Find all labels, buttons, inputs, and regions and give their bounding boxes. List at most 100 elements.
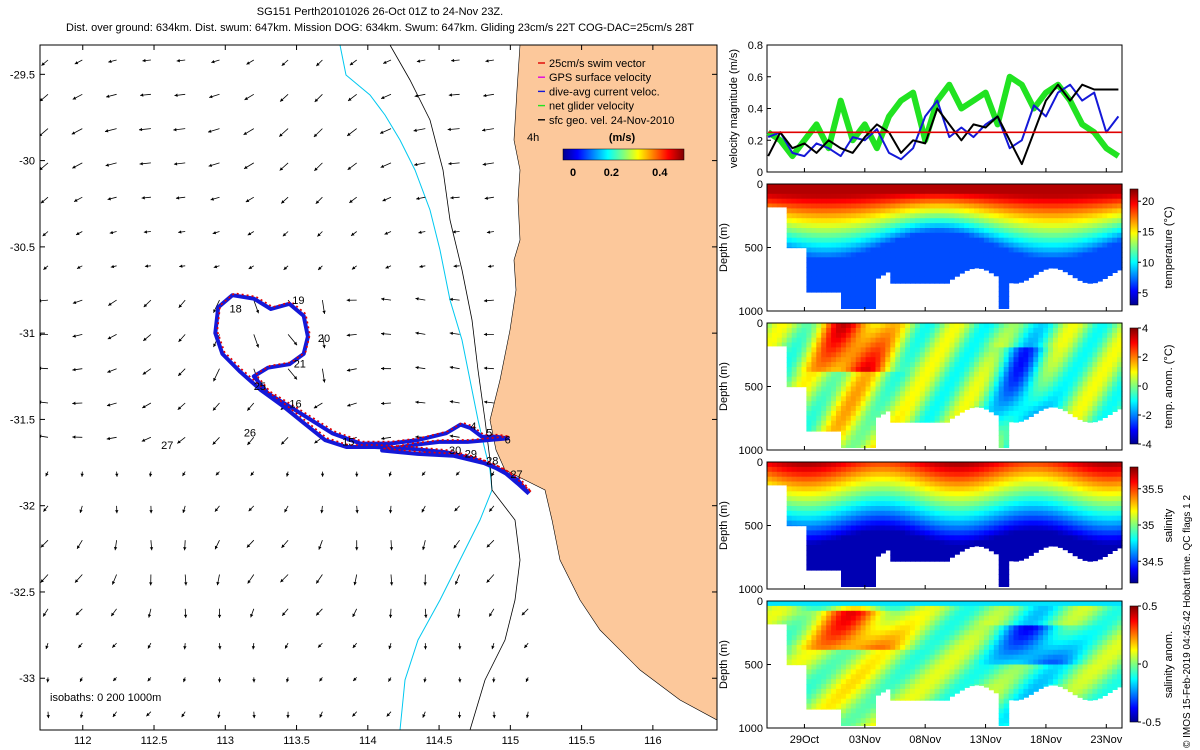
heatmap-cell (796, 506, 803, 512)
heatmap-cell (979, 462, 985, 468)
heatmap-cell (1038, 510, 1044, 517)
heatmap-cell (1107, 193, 1113, 200)
heatmap-cell (944, 247, 950, 253)
velocity-arrowhead (141, 196, 145, 200)
heatmap-cell (905, 223, 911, 229)
heatmap-cell (821, 396, 827, 402)
heatmap-cell (1072, 525, 1079, 531)
heatmap-cell (1077, 347, 1084, 353)
heatmap-cell (919, 276, 926, 283)
heatmap-cell (831, 362, 837, 368)
heatmap-cell (895, 327, 901, 334)
velocity-arrowhead (40, 199, 45, 204)
heatmap-cell (954, 362, 960, 368)
heatmap-cell (826, 198, 832, 205)
heatmap-cell (998, 559, 1005, 566)
heatmap-cell (1013, 267, 1019, 273)
heatmap-cell (939, 198, 946, 205)
heatmap-cell (811, 286, 817, 293)
heatmap-cell (919, 540, 926, 546)
heatmap-cell (1057, 376, 1064, 383)
heatmap-cell (1033, 540, 1039, 546)
heatmap-cell (939, 242, 946, 249)
heatmap-cell (905, 510, 911, 517)
heatmap-cell (1028, 535, 1034, 541)
heatmap-cell (1008, 232, 1015, 239)
heatmap-cell (1072, 386, 1079, 392)
heatmap-cell (880, 491, 886, 497)
velocity-arrowhead (107, 369, 111, 373)
heatmap-cell (850, 281, 857, 288)
heatmap-cell (796, 367, 803, 373)
heatmap-cell (1033, 515, 1039, 522)
heatmap-cell (1077, 496, 1084, 502)
heatmap-cell (1072, 193, 1079, 200)
velocity-arrowhead (72, 300, 77, 304)
heatmap-cell (1087, 525, 1093, 531)
heatmap-cell (880, 232, 886, 239)
heatmap-cell (1107, 486, 1113, 492)
heatmap-cell (870, 496, 876, 502)
heatmap-cell (983, 352, 990, 358)
heatmap-cell (1023, 545, 1029, 551)
heatmap-cell (1077, 327, 1084, 334)
heatmap-cell (1023, 198, 1029, 205)
heatmap-cell (885, 267, 891, 273)
heatmap-cell (860, 410, 867, 417)
heatmap-cell (791, 184, 798, 190)
heatmap-cell (821, 252, 827, 258)
heatmap-cell (841, 342, 847, 348)
heatmap-cell (1023, 371, 1029, 378)
velocity-arrowhead (352, 644, 357, 648)
heatmap-cell (1102, 476, 1108, 483)
heatmap-cell (1067, 247, 1074, 253)
heatmap-cell (988, 530, 995, 536)
speed-colorbar-tick: 0.2 (604, 167, 619, 179)
heatmap-cell (831, 462, 837, 468)
heatmap-cell (865, 367, 872, 373)
heatmap-cell (1043, 198, 1049, 205)
heatmap-cell (806, 540, 812, 546)
day-label: 30 (449, 445, 461, 457)
heatmap-cell (865, 486, 872, 492)
heatmap-cell (786, 476, 793, 483)
heatmap-cell (860, 232, 867, 239)
heatmap-cell (816, 466, 822, 473)
heatmap-cell (850, 337, 857, 344)
heatmap-cell (1033, 471, 1039, 478)
heatmap-cell (1107, 376, 1113, 383)
heatmap-cell (890, 496, 896, 502)
heatmap-cell (964, 520, 970, 527)
heatmap-cell (860, 327, 867, 334)
heatmap-cell (865, 515, 872, 522)
heatmap-cell (1043, 208, 1049, 214)
heatmap-cell (914, 466, 921, 473)
heatmap-cell (998, 232, 1005, 239)
heatmap-cell (875, 476, 881, 483)
heatmap-cell (845, 401, 852, 407)
heatmap-cell (870, 501, 876, 507)
heatmap-cell (1028, 262, 1034, 268)
heatmap-cell (1053, 540, 1059, 546)
heatmap-cell (885, 506, 891, 512)
heatmap-cell (934, 462, 941, 468)
heatmap-cell (919, 357, 926, 363)
heatmap-cell (964, 352, 970, 358)
heatmap-colorbar-tick-label: -4 (1142, 439, 1152, 451)
heatmap-cell (1048, 188, 1054, 195)
velocity-arrowhead (43, 508, 47, 512)
heatmap-cell (786, 501, 793, 507)
heatmap-cell (841, 440, 847, 446)
heatmap-cell (959, 213, 965, 219)
heatmap-cell (983, 515, 990, 522)
heatmap-cell (910, 208, 916, 214)
heatmap-cell (865, 554, 872, 561)
heatmap-cell (860, 271, 867, 278)
heatmap-cell (1077, 549, 1084, 556)
velocity-arrowhead (211, 60, 215, 64)
heatmap-cell (959, 323, 965, 329)
heatmap-cell (1087, 491, 1093, 497)
velocity-arrowhead (209, 94, 213, 99)
heatmap-cell (767, 605, 773, 612)
heatmap-cell (1107, 491, 1113, 497)
